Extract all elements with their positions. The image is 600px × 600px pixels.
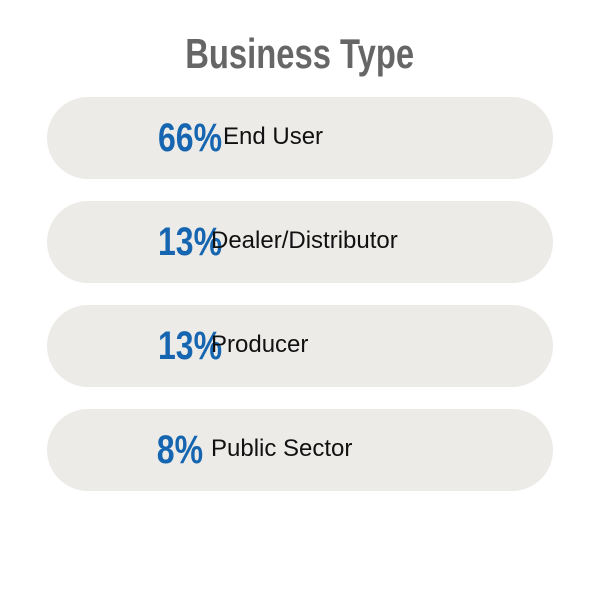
chart-title-text: Business Type	[185, 30, 415, 77]
row-end-user: 66% End User	[47, 97, 553, 179]
value-label: 66%	[107, 97, 273, 179]
category-label: Producer	[211, 331, 309, 358]
value-label: 13%	[107, 201, 273, 283]
chart-title: Business Type	[0, 28, 600, 80]
category-label: End User	[223, 123, 324, 150]
value-label: 13%	[107, 305, 273, 387]
row-dealer-distributor: 13% Dealer/Distributor	[47, 201, 553, 283]
row-producer: 13% Producer	[47, 305, 553, 387]
value-label: 8%	[97, 409, 263, 491]
value-text: 8%	[156, 428, 204, 472]
value-text: 13%	[157, 220, 223, 264]
row-public-sector: 8% Public Sector	[47, 409, 553, 491]
value-text: 66%	[157, 116, 223, 160]
value-text: 13%	[157, 324, 223, 368]
category-label: Public Sector	[211, 435, 353, 462]
category-label: Dealer/Distributor	[211, 227, 398, 254]
